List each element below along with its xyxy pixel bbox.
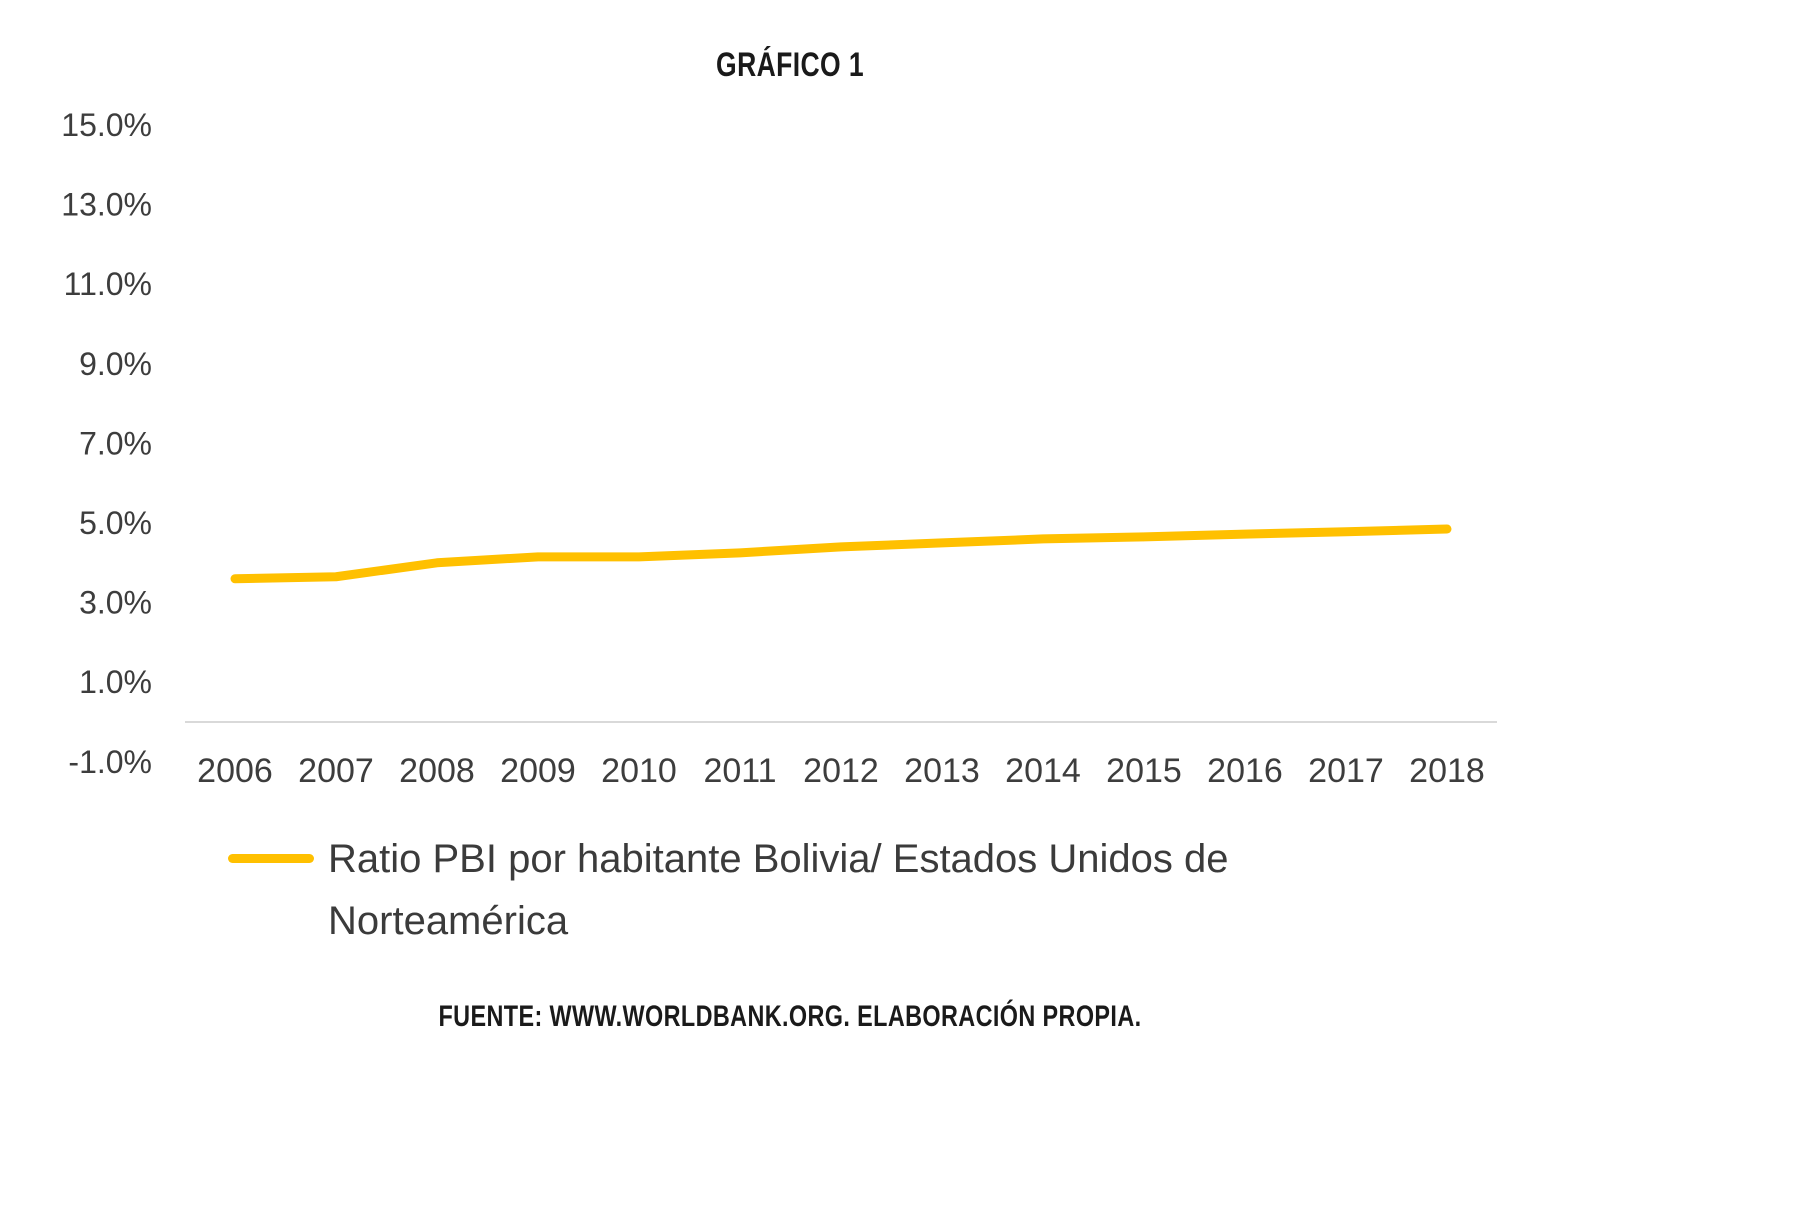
x-tick-label: 2015 — [1106, 752, 1182, 790]
x-tick-label: 2018 — [1409, 752, 1485, 790]
y-tick-label: 7.0% — [79, 425, 152, 461]
legend: Ratio PBI por habitante Bolivia/ Estados… — [228, 828, 1408, 952]
y-tick-label: 11.0% — [64, 266, 152, 302]
source-note: FUENTE: WWW.WORLDBANK.ORG. ELABORACIÓN P… — [438, 1000, 1142, 1033]
y-tick-label: 15.0% — [61, 107, 152, 143]
y-tick-label: 9.0% — [79, 346, 152, 382]
series-line-ratio-pbi — [230, 524, 1452, 584]
y-tick-label: 3.0% — [79, 585, 152, 621]
x-tick-label: 2012 — [803, 752, 879, 790]
chart-title: GRÁFICO 1 — [716, 46, 864, 84]
y-tick-label: 13.0% — [61, 187, 152, 223]
x-tick-label: 2009 — [500, 752, 576, 790]
x-tick-label: 2008 — [399, 752, 475, 790]
legend-label: Ratio PBI por habitante Bolivia/ Estados… — [328, 837, 1229, 943]
x-tick-label: 2013 — [904, 752, 980, 790]
x-tick-label: 2006 — [197, 752, 273, 790]
y-tick-label: 5.0% — [79, 505, 152, 541]
x-tick-label: 2017 — [1308, 752, 1384, 790]
x-tick-label: 2014 — [1005, 752, 1081, 790]
x-tick-label: 2010 — [601, 752, 677, 790]
y-tick-label: 1.0% — [79, 664, 152, 700]
x-tick-label: 2007 — [298, 752, 374, 790]
legend-line-swatch — [228, 854, 314, 863]
y-tick-label: -1.0% — [68, 744, 152, 780]
x-tick-label: 2011 — [703, 752, 776, 790]
x-tick-label: 2016 — [1207, 752, 1283, 790]
